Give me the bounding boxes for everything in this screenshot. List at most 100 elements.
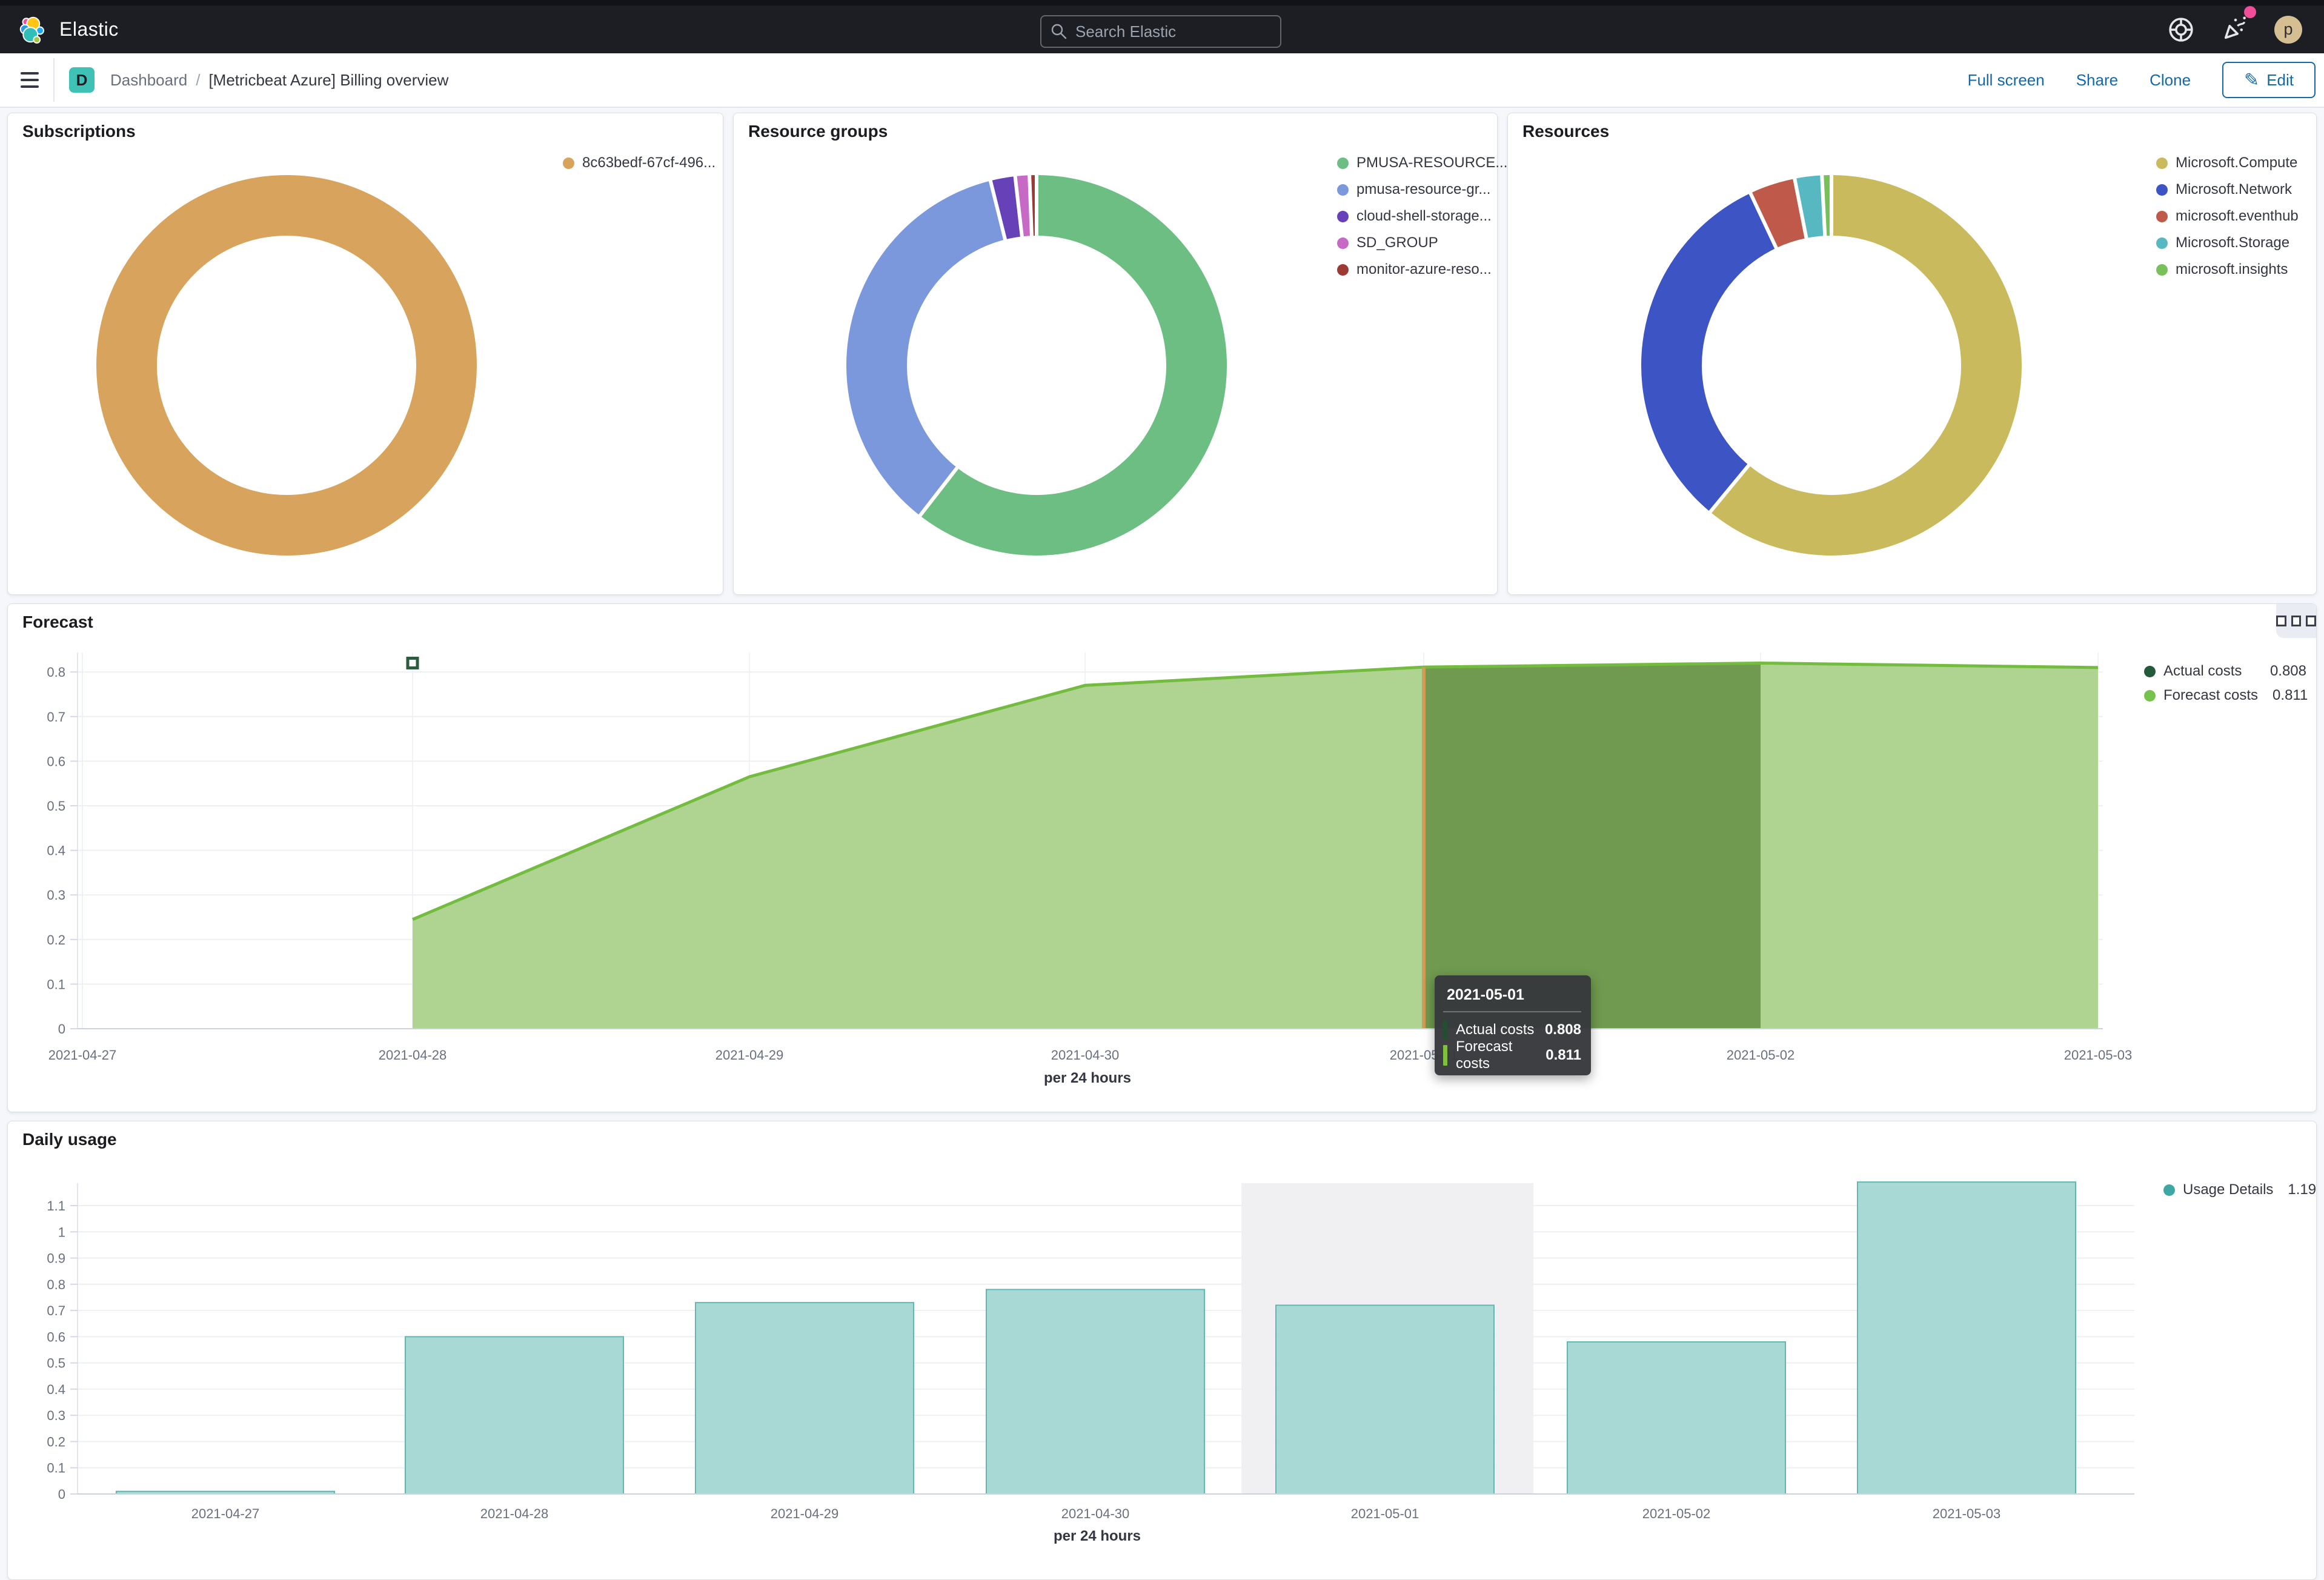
- legend-color-dot: [2156, 237, 2168, 249]
- legend-item[interactable]: Forecast costs 0.811: [2144, 683, 2308, 708]
- legend-item[interactable]: Microsoft.Compute: [2156, 150, 2306, 176]
- legend-item[interactable]: pmusa-resource-gr...: [1337, 176, 1491, 203]
- legend-item[interactable]: PMUSA-RESOURCE...: [1337, 150, 1507, 176]
- y-axis-tick-label: 0.4: [47, 1382, 65, 1397]
- menu-icon[interactable]: [21, 72, 39, 88]
- chart-tooltip: 2021-05-01 Actual costs 0.808 Forecast cos…: [1435, 975, 1591, 1075]
- x-axis-tick-label: 2021-04-29: [771, 1506, 839, 1521]
- legend-item[interactable]: cloud-shell-storage...: [1337, 203, 1492, 230]
- y-axis-tick-label: 0.7: [47, 709, 65, 725]
- legend-color-dot: [2144, 689, 2156, 702]
- legend-label: pmusa-resource-gr...: [1356, 181, 1491, 198]
- daily-usage-bar-chart[interactable]: 0 0.1 0.2 0.3 0.4 0.5 0.6 0.7 0.8 0.9 1 1.1 2021-04-…: [8, 1121, 2317, 1579]
- legend-item[interactable]: SD_GROUP: [1337, 230, 1487, 256]
- edit-button[interactable]: ✎ Edit: [2222, 62, 2316, 98]
- search-icon: [1051, 24, 1067, 39]
- clone-button[interactable]: Clone: [2150, 70, 2191, 89]
- subscriptions-donut-chart[interactable]: [87, 165, 486, 565]
- panel-title-resource-groups: Resource groups: [748, 122, 888, 141]
- search-placeholder: Search Elastic: [1075, 22, 1177, 41]
- panel-title-forecast: Forecast: [22, 612, 93, 631]
- x-axis-tick-label: 2021-05-03: [1933, 1506, 2001, 1521]
- panel-resource-groups: Resource groups PMUSA-RESOURCE... pmusa-r…: [733, 113, 1507, 595]
- legend-color-dot: [2156, 264, 2168, 276]
- legend-label: Microsoft.Compute: [2176, 154, 2298, 171]
- legend-label: Microsoft.Storage: [2176, 234, 2290, 251]
- legend-color-dot: [2144, 665, 2156, 677]
- y-axis-tick-label: 0.2: [47, 932, 65, 948]
- tooltip-rows: Actual costs 0.808 Forecast costs 0.811: [1443, 1012, 1581, 1072]
- panel-subscriptions: Subscriptions 8c63bedf-67cf-496...: [7, 113, 723, 595]
- panel-forecast: Forecast 0 0.1 0.2 0.3 0.4 0.5 0.6 0.7 0.8 2021-0…: [7, 603, 2317, 1112]
- boxes-horizontal-icon: [2276, 616, 2286, 626]
- edit-button-label: Edit: [2266, 70, 2294, 89]
- legend-label: 8c63bedf-67cf-496...: [582, 154, 716, 171]
- space-badge[interactable]: D: [69, 67, 95, 93]
- x-axis-tick-label: 2021-05-02: [1727, 1047, 1795, 1063]
- legend-label: Usage Details: [2183, 1181, 2274, 1198]
- legend-item[interactable]: Microsoft.Network: [2156, 176, 2306, 203]
- window-top-edge: [0, 0, 2324, 5]
- panel-resources: Resources Microsoft.Compute Microsoft.Net…: [1507, 113, 2317, 595]
- breadcrumb-dashboard-link[interactable]: Dashboard: [110, 70, 188, 89]
- tooltip-series-bar: [1443, 1045, 1447, 1066]
- legend-item[interactable]: microsoft.insights: [2156, 256, 2306, 283]
- legend-label: PMUSA-RESOURCE...: [1356, 154, 1508, 171]
- share-button[interactable]: Share: [2076, 70, 2119, 89]
- y-axis-tick-label: 0.3: [47, 888, 65, 903]
- tooltip-label: Actual costs: [1456, 1021, 1535, 1038]
- x-axis-tick-label: 2021-04-30: [1051, 1047, 1120, 1063]
- legend-value: 1.19: [2288, 1181, 2317, 1198]
- legend-label: monitor-azure-reso...: [1356, 261, 1492, 277]
- legend-label: SD_GROUP: [1356, 234, 1438, 251]
- x-axis-title: per 24 hours: [1044, 1070, 1131, 1086]
- resources-donut-chart[interactable]: [1632, 165, 2031, 565]
- legend-item[interactable]: Actual costs 0.808: [2144, 659, 2306, 683]
- y-axis-tick-label: 0.8: [47, 1277, 65, 1292]
- panel-title-resources: Resources: [1522, 122, 1610, 141]
- legend-label: Forecast costs: [2163, 687, 2259, 703]
- navigation-bar: D Dashboard / [Metricbeat Azure] Billing…: [0, 53, 2324, 108]
- y-axis-tick-label: 0.1: [47, 1461, 65, 1476]
- legend-color-dot: [1337, 184, 1349, 196]
- legend-label: Microsoft.Network: [2176, 181, 2292, 198]
- resource-groups-donut-chart[interactable]: [837, 165, 1237, 565]
- y-axis-tick-label: 0.6: [47, 1329, 65, 1344]
- legend-value: 0.808: [2269, 663, 2306, 679]
- legend-item[interactable]: Microsoft.Storage: [2156, 230, 2306, 256]
- pencil-icon: ✎: [2244, 70, 2260, 90]
- space-initial: D: [76, 70, 88, 89]
- legend-color-dot: [563, 157, 574, 169]
- legend-item[interactable]: monitor-azure-reso...: [1337, 256, 1492, 283]
- breadcrumb-current-page: [Metricbeat Azure] Billing overview: [208, 70, 449, 89]
- full-screen-button[interactable]: Full screen: [1967, 70, 2045, 89]
- x-axis-tick-label: 2021-05-01: [1351, 1506, 1419, 1521]
- x-axis-tick-label: 2021-04-28: [379, 1047, 447, 1063]
- y-axis-tick-label: 0: [58, 1021, 65, 1037]
- help-icon[interactable]: [2165, 14, 2197, 45]
- panel-options-button[interactable]: [2276, 604, 2317, 638]
- tooltip-row: Actual costs 0.808: [1443, 1017, 1581, 1043]
- breadcrumb-separator: /: [196, 70, 201, 89]
- legend-color-dot: [1337, 210, 1349, 222]
- tooltip-date: 2021-05-01: [1443, 983, 1581, 1012]
- user-avatar[interactable]: p: [2274, 15, 2302, 44]
- legend-label: microsoft.insights: [2176, 261, 2288, 277]
- forecast-area-chart[interactable]: 0 0.1 0.2 0.3 0.4 0.5 0.6 0.7 0.8 2021-04-27 2021-…: [8, 604, 2317, 1113]
- x-axis-tick-label: 2021-04-30: [1061, 1506, 1130, 1521]
- global-search-input[interactable]: Search Elastic: [1040, 15, 1281, 48]
- legend-item[interactable]: 8c63bedf-67cf-496...: [563, 150, 716, 176]
- legend-label: Actual costs: [2163, 663, 2242, 679]
- panel-daily-usage: Daily usage 0 0.1 0.2 0.3 0.4 0.5 0.6 0.7 0.8 0.9…: [7, 1121, 2317, 1580]
- party-popper-icon: [2224, 16, 2246, 39]
- legend-color-dot: [1337, 264, 1349, 276]
- elastic-home-link[interactable]: Elastic: [18, 15, 119, 44]
- x-axis-tick-label: 2021-04-29: [715, 1047, 784, 1063]
- panel-title-subscriptions: Subscriptions: [22, 122, 136, 141]
- boxes-horizontal-icon: [2291, 616, 2302, 626]
- y-axis-tick-label: 0.8: [47, 665, 65, 680]
- x-axis-tick-label: 2021-04-27: [48, 1047, 117, 1063]
- legend-item[interactable]: microsoft.eventhub: [2156, 203, 2306, 230]
- newsfeed-button[interactable]: [2220, 6, 2256, 47]
- legend-item[interactable]: Usage Details 1.19: [2163, 1178, 2316, 1202]
